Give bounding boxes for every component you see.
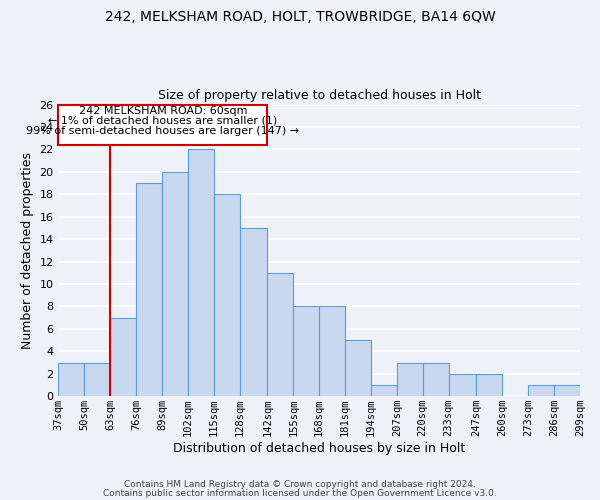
Bar [188,150,214,396]
Bar [423,362,449,396]
Text: ← 1% of detached houses are smaller (1): ← 1% of detached houses are smaller (1) [48,116,278,126]
Bar [371,385,397,396]
Bar [554,385,580,396]
Y-axis label: Number of detached properties: Number of detached properties [21,152,34,349]
FancyBboxPatch shape [58,104,268,145]
Text: 242 MELKSHAM ROAD: 60sqm: 242 MELKSHAM ROAD: 60sqm [79,106,247,116]
Bar [397,362,423,396]
Text: 99% of semi-detached houses are larger (147) →: 99% of semi-detached houses are larger (… [26,126,299,136]
Text: 242, MELKSHAM ROAD, HOLT, TROWBRIDGE, BA14 6QW: 242, MELKSHAM ROAD, HOLT, TROWBRIDGE, BA… [104,10,496,24]
Bar [136,183,162,396]
Bar [528,385,554,396]
Bar [84,362,110,396]
Bar [239,228,268,396]
Bar [293,306,319,396]
Bar [214,194,239,396]
X-axis label: Distribution of detached houses by size in Holt: Distribution of detached houses by size … [173,442,466,455]
Bar [110,318,136,396]
Text: Contains HM Land Registry data © Crown copyright and database right 2024.: Contains HM Land Registry data © Crown c… [124,480,476,489]
Bar [449,374,476,396]
Bar [58,362,84,396]
Title: Size of property relative to detached houses in Holt: Size of property relative to detached ho… [158,89,481,102]
Text: Contains public sector information licensed under the Open Government Licence v3: Contains public sector information licen… [103,490,497,498]
Bar [268,273,293,396]
Bar [345,340,371,396]
Bar [476,374,502,396]
Bar [319,306,345,396]
Bar [162,172,188,396]
